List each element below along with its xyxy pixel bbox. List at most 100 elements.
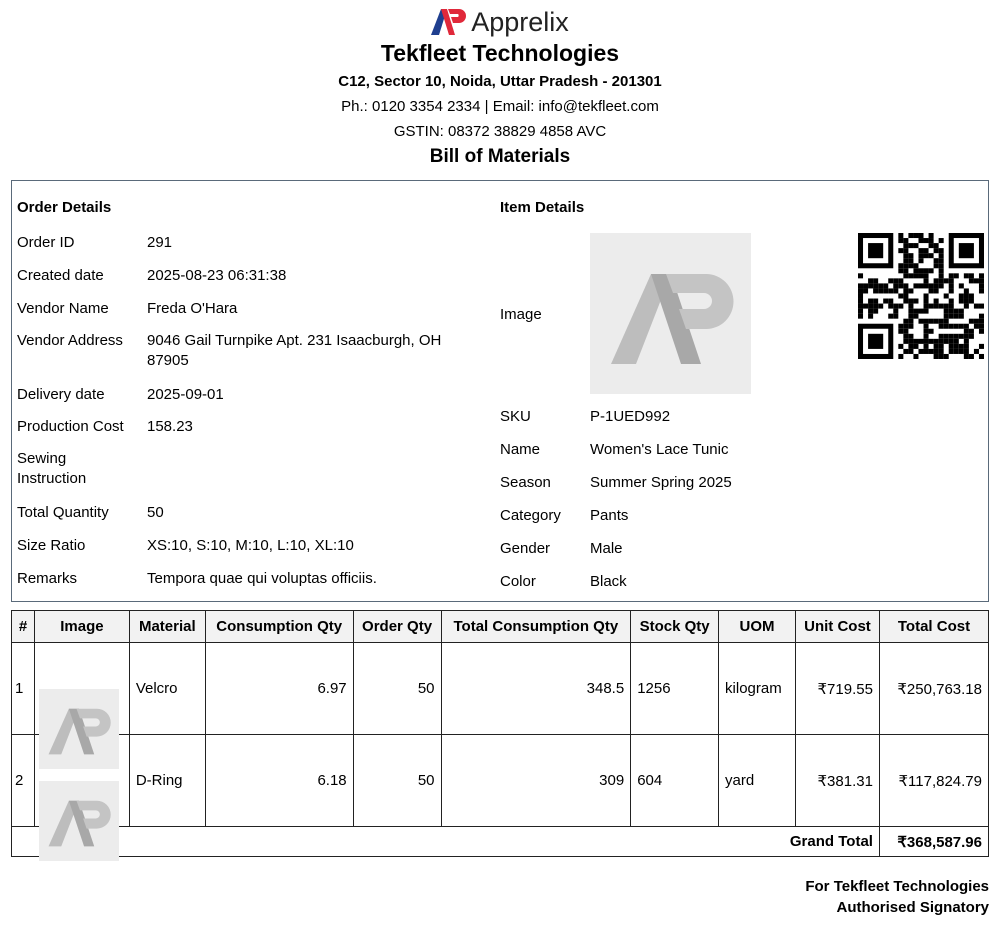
brand-logo: Apprelix bbox=[0, 0, 1000, 40]
item-field-label: Name bbox=[500, 441, 541, 458]
grand-total-row: Grand Total ₹368,587.96 bbox=[11, 826, 990, 857]
stock-qty-cell: 1256 bbox=[630, 642, 720, 735]
item-field-value: Summer Spring 2025 bbox=[590, 474, 732, 491]
unit-cost-cell: ₹719.55 bbox=[795, 642, 880, 735]
uom-cell: kilogram bbox=[718, 642, 797, 735]
column-header: Total Cost bbox=[878, 610, 990, 643]
order-field: Sewing Instruction bbox=[17, 449, 487, 489]
order-field: Created date 2025-08-23 06:31:38 bbox=[17, 266, 487, 306]
grand-total-value: ₹368,587.96 bbox=[878, 826, 990, 857]
material-cell: D-Ring bbox=[128, 734, 206, 827]
order-field-label: Size Ratio bbox=[17, 537, 86, 554]
item-image-label: Image bbox=[500, 306, 542, 323]
column-header: Material bbox=[128, 610, 206, 643]
order-field-value: Freda O'Hara bbox=[147, 300, 238, 317]
stock-qty-cell: 604 bbox=[630, 734, 720, 827]
order-field-value: 9046 Gail Turnpike Apt. 231 Isaacburgh, … bbox=[147, 332, 442, 369]
item-field-value: Women's Lace Tunic bbox=[590, 441, 729, 458]
item-field-value: P-1UED992 bbox=[590, 408, 671, 425]
column-header: Image bbox=[33, 610, 130, 643]
order-field-label: Remarks bbox=[17, 570, 78, 587]
footer-signatory: Authorised Signatory bbox=[836, 899, 989, 916]
column-header: Consumption Qty bbox=[204, 610, 354, 643]
order-field-label: Production Cost bbox=[17, 418, 124, 435]
ap-placeholder-icon bbox=[610, 273, 733, 364]
item-field: Season Summer Spring 2025 bbox=[500, 473, 900, 495]
table-row: 1 Velcro 6.97 50 348.5 1256 kilogram ₹71… bbox=[11, 642, 990, 769]
order-field-value: 2025-09-01 bbox=[147, 386, 224, 403]
item-field: Category Pants bbox=[500, 506, 900, 528]
order-details-heading: Order Details bbox=[17, 199, 112, 216]
order-field: Vendor Name Freda O'Hara bbox=[17, 299, 487, 339]
item-field-value: Black bbox=[590, 573, 627, 590]
unit-cost-cell: ₹381.31 bbox=[795, 734, 880, 827]
qr-code bbox=[858, 233, 984, 359]
order-field-label: Order ID bbox=[17, 234, 75, 251]
material-image bbox=[38, 688, 119, 769]
order-field-label: Created date bbox=[17, 267, 104, 284]
order-field-value: Tempora quae qui voluptas officiis. bbox=[147, 570, 377, 587]
company-gstin: GSTIN: 08372 38829 4858 AVC bbox=[393, 123, 607, 140]
ap-placeholder-icon bbox=[48, 800, 111, 846]
signature-block: For Tekfleet Technologies Authorised Sig… bbox=[805, 876, 989, 918]
item-field-value: Pants bbox=[590, 507, 629, 524]
item-field: SKU P-1UED992 bbox=[500, 407, 900, 429]
item-field-value: Male bbox=[590, 540, 623, 557]
order-field: Production Cost 158.23 bbox=[17, 417, 487, 457]
total-cost-cell: ₹250,763.18 bbox=[878, 642, 990, 735]
ap-placeholder-icon bbox=[48, 708, 111, 754]
item-details-heading: Item Details bbox=[500, 199, 585, 216]
item-field-label: Category bbox=[500, 507, 561, 524]
company-address: C12, Sector 10, Noida, Uttar Pradesh - 2… bbox=[338, 73, 662, 90]
order-field-value: 158.23 bbox=[147, 418, 193, 435]
order-field-value: XS:10, S:10, M:10, L:10, XL:10 bbox=[147, 537, 354, 554]
total-consumption-cell: 309 bbox=[440, 734, 632, 827]
order-field: Vendor Address 9046 Gail Turnpike Apt. 23… bbox=[17, 331, 487, 371]
total-consumption-cell: 348.5 bbox=[440, 642, 632, 735]
order-field-label: Delivery date bbox=[17, 386, 105, 403]
order-field: Total Quantity 50 bbox=[17, 503, 487, 543]
table-row: 2 D-Ring 6.18 50 309 604 yard ₹381.31 ₹1… bbox=[11, 734, 990, 861]
order-field-label: Vendor Name bbox=[17, 300, 109, 317]
document-title: Bill of Materials bbox=[429, 146, 571, 167]
grand-total-label: Grand Total bbox=[11, 826, 880, 857]
order-field: Delivery date 2025-09-01 bbox=[17, 385, 487, 425]
order-qty-cell: 50 bbox=[352, 734, 442, 827]
materials-table: # Image Material Consumption Qty Order Qty To… bbox=[11, 610, 990, 861]
order-field: Order ID 291 bbox=[17, 233, 487, 273]
order-field-label: Total Quantity bbox=[17, 504, 109, 521]
uom-cell: yard bbox=[718, 734, 797, 827]
order-field-value: 2025-08-23 06:31:38 bbox=[147, 267, 287, 284]
column-header: Total Consumption Qty bbox=[440, 610, 632, 643]
order-field-label: Sewing Instruction bbox=[17, 450, 87, 487]
item-field-label: Color bbox=[500, 573, 536, 590]
logo-text: Apprelix bbox=[471, 6, 569, 37]
order-field-value: 50 bbox=[147, 504, 164, 521]
column-header: Unit Cost bbox=[795, 610, 880, 643]
order-qty-cell: 50 bbox=[352, 642, 442, 735]
material-image bbox=[38, 780, 119, 861]
document-header: Apprelix Tekfleet Technologies C12, Sect… bbox=[0, 0, 1000, 168]
item-image bbox=[590, 233, 751, 394]
item-field-label: Season bbox=[500, 474, 551, 491]
order-field-label: Vendor Address bbox=[17, 332, 123, 349]
order-field: Remarks Tempora quae qui voluptas officii… bbox=[17, 569, 487, 609]
consumption-qty-cell: 6.18 bbox=[204, 734, 354, 827]
consumption-qty-cell: 6.97 bbox=[204, 642, 354, 735]
item-field: Gender Male bbox=[500, 539, 900, 561]
column-header: Stock Qty bbox=[630, 610, 720, 643]
order-field-value: 291 bbox=[147, 234, 173, 251]
item-field-label: Gender bbox=[500, 540, 551, 557]
item-field: Color Black bbox=[500, 572, 900, 594]
total-cost-cell: ₹117,824.79 bbox=[878, 734, 990, 827]
footer-company: For Tekfleet Technologies bbox=[805, 878, 989, 895]
column-header: # bbox=[11, 610, 35, 643]
apprelix-logo-icon bbox=[431, 9, 467, 35]
company-name: Tekfleet Technologies bbox=[380, 40, 620, 66]
order-field: Size Ratio XS:10, S:10, M:10, L:10, XL:10 bbox=[17, 536, 487, 576]
material-cell: Velcro bbox=[128, 642, 206, 735]
row-number: 2 bbox=[11, 734, 35, 827]
row-number: 1 bbox=[11, 642, 35, 735]
item-field: Name Women's Lace Tunic bbox=[500, 440, 900, 462]
item-field-label: SKU bbox=[500, 408, 531, 425]
